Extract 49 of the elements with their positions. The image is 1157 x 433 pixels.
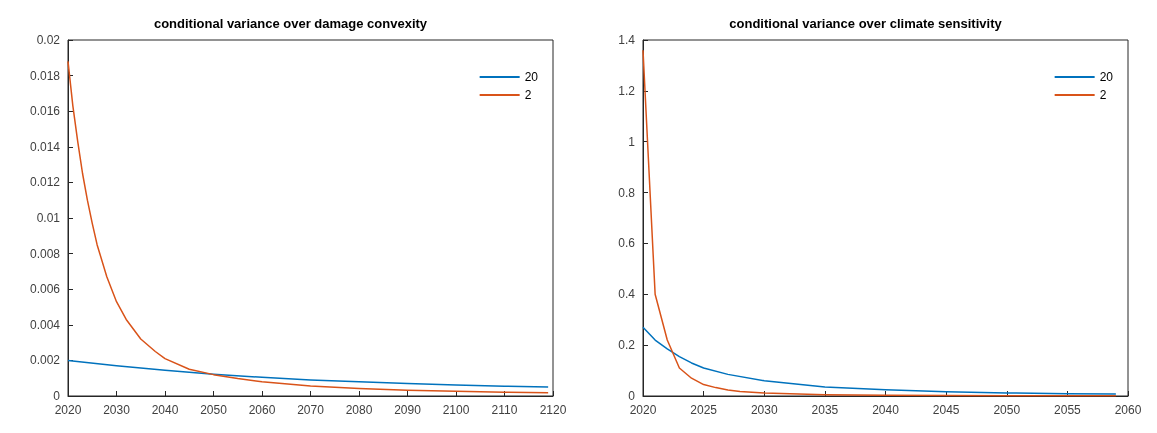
y-tick-label: 0.016 (29, 104, 61, 119)
chart-title: conditional variance over damage convexity (153, 16, 428, 31)
y-tick-label: 0.008 (29, 246, 61, 261)
y-tick-label: 0.004 (29, 317, 61, 332)
x-tick-label: 2035 (811, 403, 839, 417)
chart-title: conditional variance over climate sensitivity (729, 16, 1003, 31)
x-tick-label: 2055 (1054, 403, 1082, 417)
y-tick-label: 0 (53, 389, 61, 403)
x-tick-label: 2045 (932, 403, 960, 417)
y-tick-label: 0.8 (618, 185, 636, 200)
x-tick-label: 2050 (200, 403, 228, 417)
x-tick-label: 2060 (248, 403, 276, 417)
legend-label: 2 (1099, 88, 1107, 102)
y-tick-label: 0.2 (618, 338, 636, 353)
x-tick-label: 2090 (394, 403, 422, 417)
x-tick-label: 2070 (297, 403, 325, 417)
x-tick-label: 2040 (151, 403, 179, 417)
y-tick-label: 0.4 (618, 287, 636, 302)
x-tick-label: 2080 (345, 403, 373, 417)
y-tick-label: 0.014 (29, 139, 61, 154)
line-series (642, 326, 1117, 395)
x-tick-label: 2060 (1114, 403, 1142, 417)
legend-label: 20 (524, 70, 539, 84)
x-tick-label: 2100 (442, 403, 470, 417)
y-tick-label: 0 (628, 389, 636, 403)
x-tick-label: 2020 (629, 403, 657, 417)
x-tick-label: 2030 (750, 403, 778, 417)
y-tick-label: 1 (628, 134, 636, 149)
x-tick-label: 2050 (993, 403, 1021, 417)
y-tick-label: 0.012 (29, 175, 61, 190)
x-tick-label: 2025 (690, 403, 718, 417)
y-tick-label: 1.4 (618, 33, 636, 47)
line-series (67, 359, 549, 388)
y-tick-label: 0.018 (29, 68, 61, 83)
legend-label: 20 (1099, 70, 1114, 84)
line-series (642, 49, 1117, 397)
y-tick-label: 0.006 (29, 282, 61, 297)
x-tick-label: 2040 (872, 403, 900, 417)
y-tick-label: 0.6 (618, 236, 636, 251)
y-tick-label: 1.2 (618, 83, 636, 98)
y-tick-label: 0.01 (36, 211, 61, 225)
y-tick-label: 0.02 (36, 33, 61, 47)
x-tick-label: 2110 (491, 403, 518, 417)
line-series (67, 60, 549, 394)
x-tick-label: 2120 (539, 403, 567, 417)
y-tick-label: 0.002 (29, 353, 61, 368)
x-tick-label: 2020 (54, 403, 82, 417)
x-tick-label: 2030 (103, 403, 131, 417)
legend-label: 2 (524, 88, 532, 102)
